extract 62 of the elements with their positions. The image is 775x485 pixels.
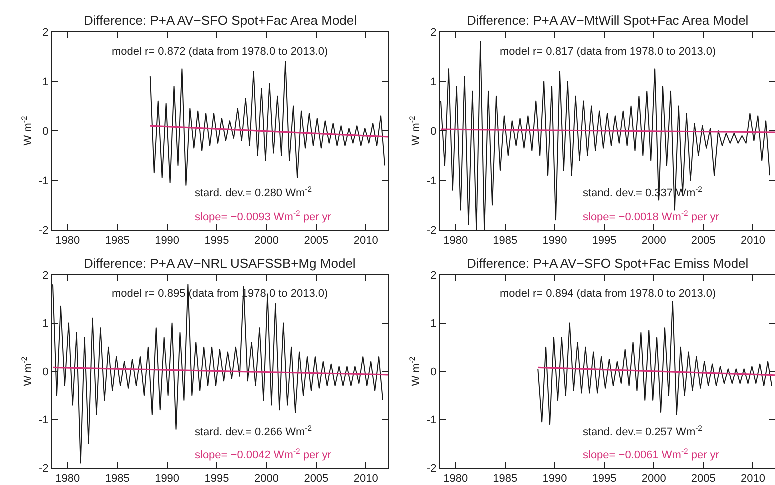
chart-title: Difference: P+A AV−NRL USAFSSB+Mg Model — [84, 256, 356, 271]
x-tick-label: 1990 — [155, 473, 180, 485]
x-tick-label: 1985 — [105, 235, 130, 248]
annotation: stard. dev.= 0.266 Wm$^{-2}$ — [195, 424, 312, 439]
x-tick-label: 1980 — [444, 235, 468, 248]
x-tick-label: 1995 — [592, 473, 617, 485]
x-tick-label: 1980 — [56, 235, 80, 248]
x-tick-label: 1985 — [105, 473, 130, 485]
y-tick-label: 1 — [42, 76, 49, 88]
x-tick-label: 1985 — [493, 235, 518, 248]
annotation: stard. dev.= 0.280 Wm$^{-2}$ — [195, 185, 312, 200]
x-tick-label: 2000 — [254, 235, 279, 248]
y-tick-label: -2 — [427, 224, 437, 237]
x-tick-label: 1985 — [493, 473, 518, 485]
y-tick-label: -2 — [39, 462, 49, 475]
y-tick-label: -2 — [427, 462, 437, 475]
annotation: slope= −0.0042 Wm$^{-2}$ per yr — [195, 447, 332, 462]
x-tick-label: 2005 — [691, 473, 716, 485]
x-tick-label: 2000 — [642, 473, 666, 485]
y-tick-label: -1 — [39, 414, 49, 427]
x-tick-label: 2010 — [354, 235, 378, 248]
x-tick-label: 1995 — [204, 235, 230, 248]
y-tick-label: 0 — [42, 366, 49, 378]
y-tick-label: 2 — [430, 270, 437, 282]
annotation: stand. dev.= 0.257 Wm$^{-2}$ — [583, 424, 702, 439]
y-tick-label: 1 — [42, 318, 49, 330]
annotation: slope= −0.0093 Wm$^{-2}$ per yr — [195, 209, 332, 224]
y-tick-label: -1 — [427, 175, 437, 188]
y-tick-label: 1 — [430, 76, 437, 88]
x-tick-label: 2010 — [740, 473, 766, 485]
x-tick-label: 1990 — [155, 235, 180, 248]
annotation: model r= 0.872 (data from 1978.0 to 2013.0) — [112, 46, 328, 58]
x-tick-label: 2005 — [304, 473, 329, 485]
y-tick-label: -1 — [39, 175, 49, 188]
y-tick-label: 0 — [42, 126, 49, 138]
x-tick-label: 2010 — [740, 235, 766, 248]
x-tick-label: 1995 — [204, 473, 230, 485]
chart-title: Difference: P+A AV−SFO Spot+Fac Area Model — [84, 13, 358, 28]
x-tick-label: 2005 — [304, 235, 329, 248]
y-tick-label: 2 — [430, 26, 437, 39]
x-tick-label: 1995 — [592, 235, 617, 248]
x-tick-label: 2000 — [642, 235, 666, 248]
annotation: slope= −0.0061 Wm$^{-2}$ per yr — [583, 447, 720, 462]
x-tick-label: 1990 — [542, 235, 568, 248]
y-tick-label: 0 — [430, 366, 437, 378]
x-tick-label: 1980 — [56, 473, 80, 485]
y-tick-label: 2 — [42, 26, 49, 39]
x-tick-label: 1990 — [542, 473, 568, 485]
chart-title: Difference: P+A AV−MtWill Spot+Fac Area Model — [467, 13, 749, 28]
y-tick-label: -2 — [39, 224, 49, 237]
x-tick-label: 2000 — [254, 473, 279, 485]
y-tick-label: -1 — [427, 414, 437, 427]
x-tick-label: 2010 — [354, 473, 378, 485]
chart-title: Difference: P+A AV−SFO Spot+Fac Emiss Model — [467, 256, 749, 271]
x-tick-label: 1980 — [444, 473, 468, 485]
y-tick-label: 2 — [42, 270, 49, 282]
x-tick-label: 2005 — [691, 235, 716, 248]
annotation: slope= −0.0018 Wm$^{-2}$ per yr — [583, 209, 720, 224]
annotation: model r= 0.894 (data from 1978.0 to 2013.0) — [500, 288, 716, 300]
annotation: model r= 0.817 (data from 1978.0 to 2013.0) — [500, 46, 716, 58]
y-tick-label: 1 — [430, 318, 437, 330]
y-tick-label: 0 — [430, 126, 437, 138]
